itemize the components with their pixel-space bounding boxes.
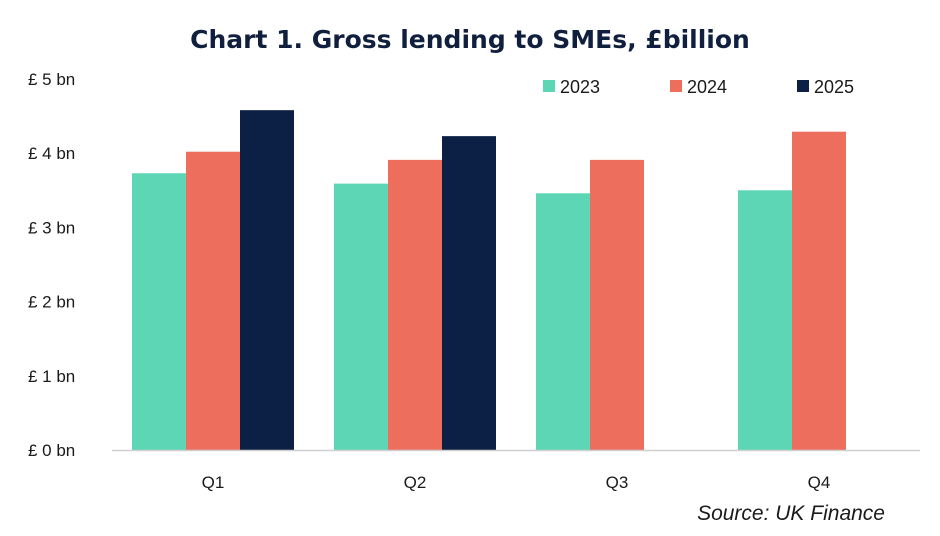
y-tick-label: £ 1 bn (28, 367, 75, 386)
bars-group (132, 110, 846, 451)
x-tick-label: Q3 (606, 473, 629, 492)
bar-2024-q2 (388, 159, 442, 451)
bar-2024-q3 (590, 159, 644, 451)
bar-2023-q3 (536, 193, 590, 450)
bar-2023-q2 (334, 183, 388, 450)
legend-swatch-2025 (797, 80, 809, 92)
bar-2023-q1 (132, 173, 186, 450)
legend-label-2025: 2025 (814, 77, 854, 97)
legend: 2023 2024 2025 (543, 77, 854, 97)
y-tick-label: £ 2 bn (28, 293, 75, 312)
source-note: Source: UK Finance (697, 502, 885, 525)
x-tick-label: Q1 (202, 473, 225, 492)
bar-2023-q4 (738, 190, 792, 451)
x-tick-label: Q2 (404, 473, 427, 492)
y-tick-label: £ 3 bn (28, 218, 75, 237)
y-axis: £ 0 bn £ 1 bn £ 2 bn £ 3 bn £ 4 bn £ 5 bn (28, 70, 75, 460)
y-tick-label: £ 5 bn (28, 70, 75, 89)
bar-2024-q4 (792, 131, 846, 450)
legend-label-2023: 2023 (560, 77, 600, 97)
x-axis: Q1 Q2 Q3 Q4 (202, 473, 831, 492)
bar-2024-q1 (186, 151, 240, 450)
legend-swatch-2024 (670, 80, 682, 92)
legend-label-2024: 2024 (687, 77, 727, 97)
y-tick-label: £ 4 bn (28, 144, 75, 163)
x-tick-label: Q4 (808, 473, 831, 492)
y-tick-label: £ 0 bn (28, 441, 75, 460)
bar-2025-q1 (240, 110, 294, 450)
chart-title: Chart 1. Gross lending to SMEs, £billion (190, 25, 750, 54)
legend-swatch-2023 (543, 80, 555, 92)
bar-2025-q2 (442, 136, 496, 450)
